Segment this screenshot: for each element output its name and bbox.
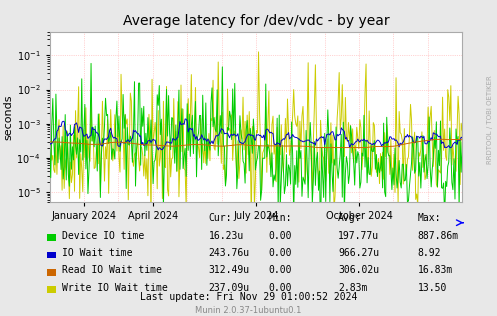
Text: Max:: Max: [417, 213, 441, 223]
Text: IO Wait time: IO Wait time [62, 248, 133, 258]
Title: Average latency for /dev/vdc - by year: Average latency for /dev/vdc - by year [123, 14, 389, 28]
Text: 887.86m: 887.86m [417, 231, 459, 240]
Text: 197.77u: 197.77u [338, 231, 379, 240]
Text: 306.02u: 306.02u [338, 265, 379, 275]
Text: 0.00: 0.00 [268, 283, 292, 293]
Text: 16.83m: 16.83m [417, 265, 453, 275]
Text: Munin 2.0.37-1ubuntu0.1: Munin 2.0.37-1ubuntu0.1 [195, 306, 302, 315]
Text: 243.76u: 243.76u [209, 248, 250, 258]
Text: 8.92: 8.92 [417, 248, 441, 258]
Text: RRDTOOL / TOBI OETIKER: RRDTOOL / TOBI OETIKER [487, 76, 493, 164]
Text: 312.49u: 312.49u [209, 265, 250, 275]
Text: 966.27u: 966.27u [338, 248, 379, 258]
Text: Min:: Min: [268, 213, 292, 223]
Text: 13.50: 13.50 [417, 283, 447, 293]
Text: 2.83m: 2.83m [338, 283, 367, 293]
Text: Cur:: Cur: [209, 213, 232, 223]
Text: Device IO time: Device IO time [62, 231, 144, 240]
Text: Avg:: Avg: [338, 213, 361, 223]
Text: 237.09u: 237.09u [209, 283, 250, 293]
Text: 0.00: 0.00 [268, 265, 292, 275]
Text: Write IO Wait time: Write IO Wait time [62, 283, 168, 293]
Text: 16.23u: 16.23u [209, 231, 244, 240]
Text: 0.00: 0.00 [268, 248, 292, 258]
Text: Read IO Wait time: Read IO Wait time [62, 265, 162, 275]
Text: 0.00: 0.00 [268, 231, 292, 240]
Text: Last update: Fri Nov 29 01:00:52 2024: Last update: Fri Nov 29 01:00:52 2024 [140, 292, 357, 302]
Y-axis label: seconds: seconds [3, 94, 14, 140]
